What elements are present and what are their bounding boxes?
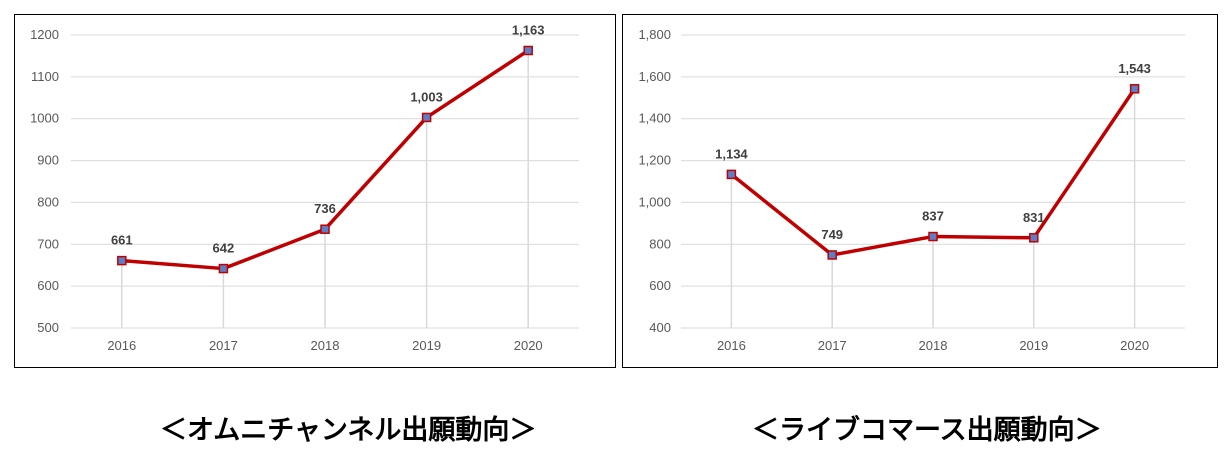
y-tick-label: 800 (37, 194, 59, 209)
x-tick-label: 2017 (818, 338, 847, 353)
x-tick-label: 2020 (1120, 338, 1149, 353)
y-tick-label: 1000 (30, 111, 59, 126)
data-point-marker (827, 250, 837, 260)
y-tick-label: 500 (37, 320, 59, 335)
data-label: 661 (111, 233, 133, 248)
data-label: 831 (1023, 210, 1045, 225)
data-label: 736 (314, 201, 336, 216)
data-label: 1,003 (410, 89, 443, 104)
y-tick-label: 1100 (31, 69, 59, 84)
y-tick-label: 1,600 (638, 69, 671, 84)
x-tick-label: 2016 (107, 338, 136, 353)
y-tick-label: 400 (649, 320, 671, 335)
data-point-marker (1029, 233, 1039, 243)
y-tick-label: 900 (37, 153, 59, 168)
y-tick-label: 1,000 (638, 194, 671, 209)
data-label: 1,134 (715, 146, 748, 161)
data-label: 642 (213, 241, 235, 256)
y-tick-label: 600 (37, 278, 59, 293)
series-line (730, 87, 1137, 257)
y-tick-label: 800 (649, 236, 671, 251)
x-tick-label: 2017 (209, 338, 238, 353)
livecommerce-line-chart: 400 600 800 1,000 1,200 1,400 1,600 1,800 2016 20… (638, 27, 1185, 353)
x-tick-label: 2018 (919, 338, 948, 353)
omnichannel-chart-panel: 500 600 700 800 900 1000 1100 1200 2016 2017 2018 2… (14, 14, 616, 368)
data-point-marker (320, 224, 330, 234)
data-point-marker (523, 45, 533, 56)
data-label: 1,163 (512, 22, 545, 37)
data-label: 749 (821, 227, 843, 242)
data-point-marker (1129, 84, 1140, 94)
omnichannel-caption: ＜オムニチャンネル出願動向＞ (160, 415, 537, 446)
data-point-marker (726, 169, 737, 180)
livecommerce-caption: ＜ライブコマース出願動向＞ (752, 415, 1102, 446)
data-point-marker (421, 112, 432, 123)
y-tick-label: 700 (37, 236, 59, 251)
y-tick-label: 600 (649, 278, 671, 293)
x-tick-label: 2018 (311, 338, 340, 353)
data-point-marker (117, 255, 127, 266)
data-label: 1,543 (1118, 61, 1151, 76)
x-tick-label: 2016 (717, 338, 746, 353)
y-tick-label: 1,800 (638, 27, 671, 42)
y-tick-label: 1200 (30, 27, 59, 42)
y-tick-label: 1,400 (638, 111, 671, 126)
livecommerce-chart-panel: 400 600 800 1,000 1,200 1,400 1,600 1,800 2016 20… (622, 14, 1218, 368)
x-tick-label: 2020 (514, 338, 543, 353)
omnichannel-line-chart: 500 600 700 800 900 1000 1100 1200 2016 2017 2018 2… (30, 22, 579, 353)
y-tick-label: 1,200 (638, 153, 671, 168)
data-point-marker (928, 231, 938, 242)
data-point-marker (218, 263, 229, 274)
x-tick-label: 2019 (1019, 338, 1048, 353)
x-tick-label: 2019 (412, 338, 441, 353)
data-label: 837 (922, 209, 944, 224)
